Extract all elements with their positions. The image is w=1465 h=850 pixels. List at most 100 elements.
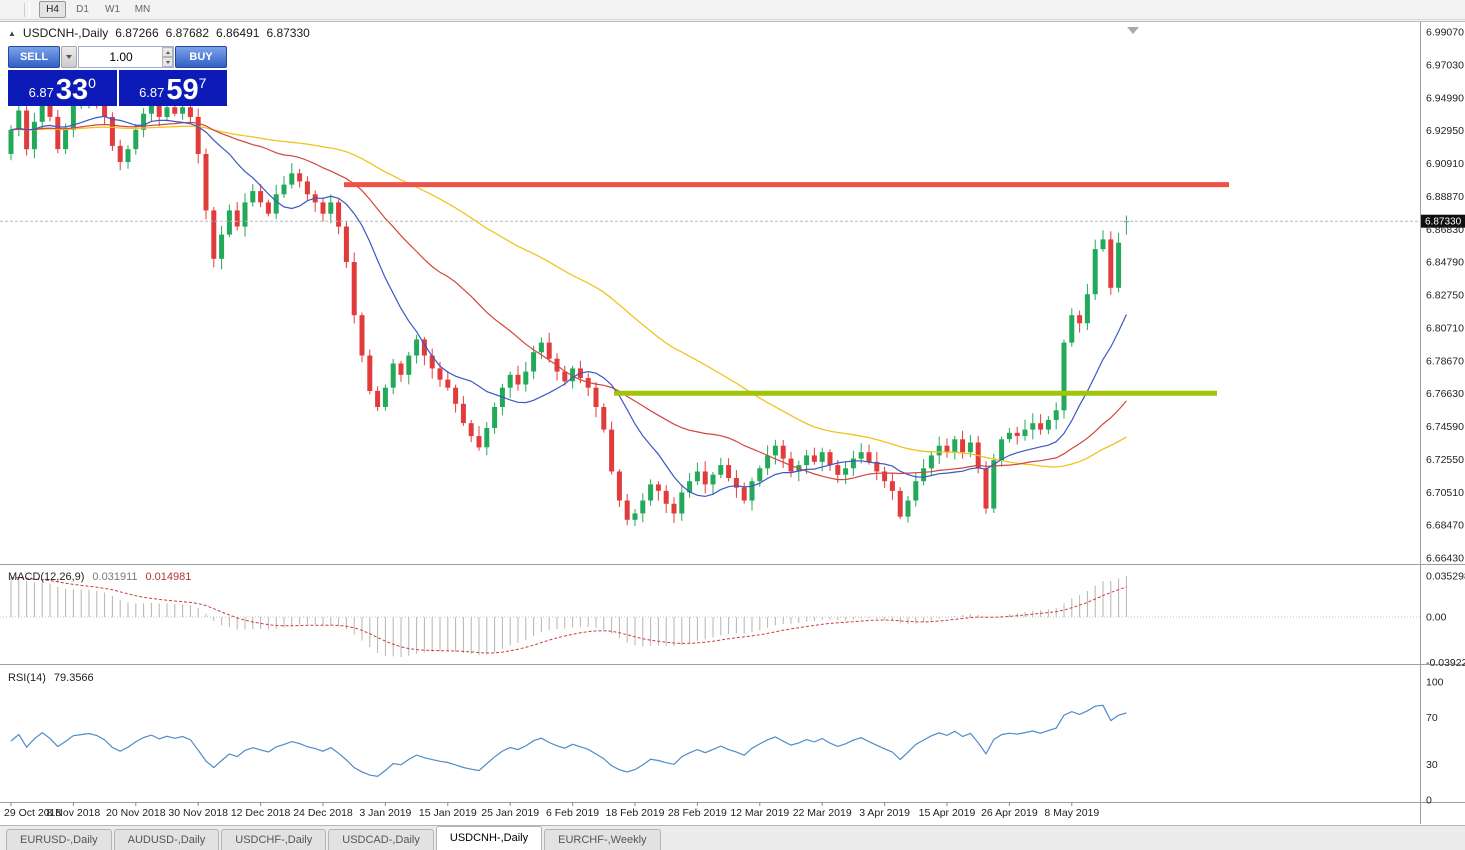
ma-mid-line[interactable] <box>10 121 1127 481</box>
svg-text:28 Feb 2019: 28 Feb 2019 <box>668 807 727 819</box>
svg-text:8 May 2019: 8 May 2019 <box>1044 807 1099 819</box>
macd-label: MACD(12,26,9) 0.031911 0.014981 <box>8 571 191 583</box>
svg-text:6.84790: 6.84790 <box>1426 257 1464 269</box>
svg-text:22 Mar 2019: 22 Mar 2019 <box>793 807 852 819</box>
rsi-value: 79.3566 <box>53 672 94 684</box>
sell-price-big: 33 <box>55 74 89 106</box>
svg-text:12 Dec 2018: 12 Dec 2018 <box>231 807 291 819</box>
sell-price-display[interactable]: 6.87 33 0 <box>8 70 117 106</box>
sell-price-sup: 0 <box>88 75 96 91</box>
svg-text:6.90910: 6.90910 <box>1426 158 1464 170</box>
buy-price-sup: 7 <box>198 75 207 91</box>
ma-fast-line[interactable] <box>10 115 1127 498</box>
svg-text:6.74590: 6.74590 <box>1426 421 1464 433</box>
buy-price-display[interactable]: 6.87 59 7 <box>118 70 227 106</box>
svg-text:0.00: 0.00 <box>1426 612 1447 624</box>
svg-text:18 Feb 2019: 18 Feb 2019 <box>606 807 665 819</box>
svg-text:6.92950: 6.92950 <box>1426 125 1464 137</box>
svg-text:6.76630: 6.76630 <box>1426 388 1464 400</box>
tab-usdcnh-daily[interactable]: USDCNH-,Daily <box>435 826 543 850</box>
svg-text:29 Oct 2018: 29 Oct 2018 <box>4 807 61 819</box>
sell-button[interactable]: SELL <box>8 46 60 68</box>
svg-text:0: 0 <box>1426 795 1432 807</box>
rsi-axis: 100 70 30 0 <box>1426 677 1444 807</box>
toolbar-grip <box>24 2 30 17</box>
volume-spinner <box>162 47 173 67</box>
svg-text:6.70510: 6.70510 <box>1426 487 1464 499</box>
svg-text:15 Jan 2019: 15 Jan 2019 <box>419 807 477 819</box>
svg-text:30 Nov 2018: 30 Nov 2018 <box>168 807 228 819</box>
svg-text:6.88870: 6.88870 <box>1426 191 1464 203</box>
rsi-name: RSI(14) <box>8 672 46 684</box>
triangle-up-icon <box>165 50 170 54</box>
macd-axis: 0.035298 0.00 -0.0392223 <box>1426 571 1465 670</box>
candlesticks-layer[interactable] <box>8 88 1129 526</box>
svg-text:6.87330: 6.87330 <box>1425 217 1462 228</box>
svg-text:100: 100 <box>1426 677 1444 689</box>
volume-increase-button[interactable] <box>162 47 173 57</box>
tab-eurusd-daily[interactable]: EURUSD-,Daily <box>6 829 112 850</box>
ohlc-low: 6.86491 <box>216 26 260 40</box>
svg-text:6.86830: 6.86830 <box>1426 224 1464 236</box>
macd-histogram <box>10 575 1127 657</box>
chart-window: 6.87330 6.99070 6.97030 6.94990 6.92950 6.909… <box>0 21 1465 825</box>
svg-text:6.94990: 6.94990 <box>1426 92 1464 104</box>
macd-signal-value: 0.014981 <box>145 571 192 583</box>
svg-text:6.80710: 6.80710 <box>1426 322 1464 334</box>
chart-ohlc-title: ▲ USDCNH-,Daily 6.87266 6.87682 6.86491 … <box>8 26 310 40</box>
svg-text:0.035298: 0.035298 <box>1426 571 1465 583</box>
svg-text:6.99070: 6.99070 <box>1426 27 1464 39</box>
price-chart-canvas[interactable]: 6.873306.990706.970306.949906.929506.909… <box>0 22 1465 824</box>
tab-audusd-daily[interactable]: AUDUSD-,Daily <box>113 829 220 850</box>
svg-text:6.82750: 6.82750 <box>1426 290 1464 302</box>
rsi-line[interactable] <box>10 704 1127 778</box>
tab-eurchf-weekly[interactable]: EURCHF-,Weekly <box>544 829 661 850</box>
ohlc-close: 6.87330 <box>266 26 310 40</box>
ohlc-open: 6.87266 <box>115 26 159 40</box>
price-axis: 6.99070 6.97030 6.94990 6.92950 6.90910 6.888… <box>1426 27 1464 565</box>
tab-usdchf-daily[interactable]: USDCHF-,Daily <box>221 829 327 850</box>
one-click-trading-panel: SELL BUY 6.87 33 0 6.87 <box>8 46 227 106</box>
macd-signal-line[interactable] <box>10 577 1127 654</box>
ohlc-high: 6.87682 <box>165 26 210 40</box>
svg-text:25 Jan 2019: 25 Jan 2019 <box>481 807 539 819</box>
buy-price-prefix: 6.87 <box>139 85 165 100</box>
timeframe-h4-button[interactable]: H4 <box>39 1 66 18</box>
macd-name: MACD(12,26,9) <box>8 571 85 583</box>
volume-dropdown-button[interactable] <box>61 46 77 68</box>
svg-text:6.97030: 6.97030 <box>1426 59 1464 71</box>
tab-usdcad-daily[interactable]: USDCAD-,Daily <box>328 829 434 850</box>
chart-shift-marker-icon[interactable] <box>1127 27 1139 34</box>
macd-main-value: 0.031911 <box>92 571 138 583</box>
svg-text:3 Apr 2019: 3 Apr 2019 <box>859 807 910 819</box>
volume-decrease-button[interactable] <box>162 57 173 67</box>
svg-text:20 Nov 2018: 20 Nov 2018 <box>106 807 166 819</box>
svg-text:30: 30 <box>1426 759 1438 771</box>
trade-panel-collapse-icon[interactable]: ▲ <box>8 28 16 38</box>
buy-button[interactable]: BUY <box>175 46 227 68</box>
timeframe-mn-button[interactable]: MN <box>129 1 156 18</box>
buy-price-big: 59 <box>166 74 199 106</box>
volume-input[interactable] <box>78 46 174 68</box>
trade-price-row: 6.87 33 0 6.87 59 7 <box>8 70 227 106</box>
ma-slow-line[interactable] <box>10 125 1127 468</box>
svg-text:-0.0392223: -0.0392223 <box>1426 657 1465 669</box>
sell-price-prefix: 6.87 <box>28 85 54 100</box>
svg-text:6.78670: 6.78670 <box>1426 355 1464 367</box>
timeframe-d1-button[interactable]: D1 <box>69 1 96 18</box>
svg-text:24 Dec 2018: 24 Dec 2018 <box>293 807 353 819</box>
bid-price-tag <box>1421 214 1465 228</box>
svg-text:8 Nov 2018: 8 Nov 2018 <box>47 807 101 819</box>
svg-text:12 Mar 2019: 12 Mar 2019 <box>730 807 789 819</box>
svg-text:6.72550: 6.72550 <box>1426 454 1464 466</box>
svg-text:70: 70 <box>1426 712 1438 724</box>
timeframe-w1-button[interactable]: W1 <box>99 1 126 18</box>
svg-text:6.66430: 6.66430 <box>1426 553 1464 565</box>
svg-text:15 Apr 2019: 15 Apr 2019 <box>919 807 976 819</box>
svg-text:6.68470: 6.68470 <box>1426 520 1464 532</box>
chart-tabs-bar: EURUSD-,Daily AUDUSD-,Daily USDCHF-,Dail… <box>0 825 1465 850</box>
symbol-name: USDCNH-,Daily <box>22 26 109 40</box>
trade-controls-row: SELL BUY <box>8 46 227 68</box>
svg-text:6 Feb 2019: 6 Feb 2019 <box>546 807 599 819</box>
